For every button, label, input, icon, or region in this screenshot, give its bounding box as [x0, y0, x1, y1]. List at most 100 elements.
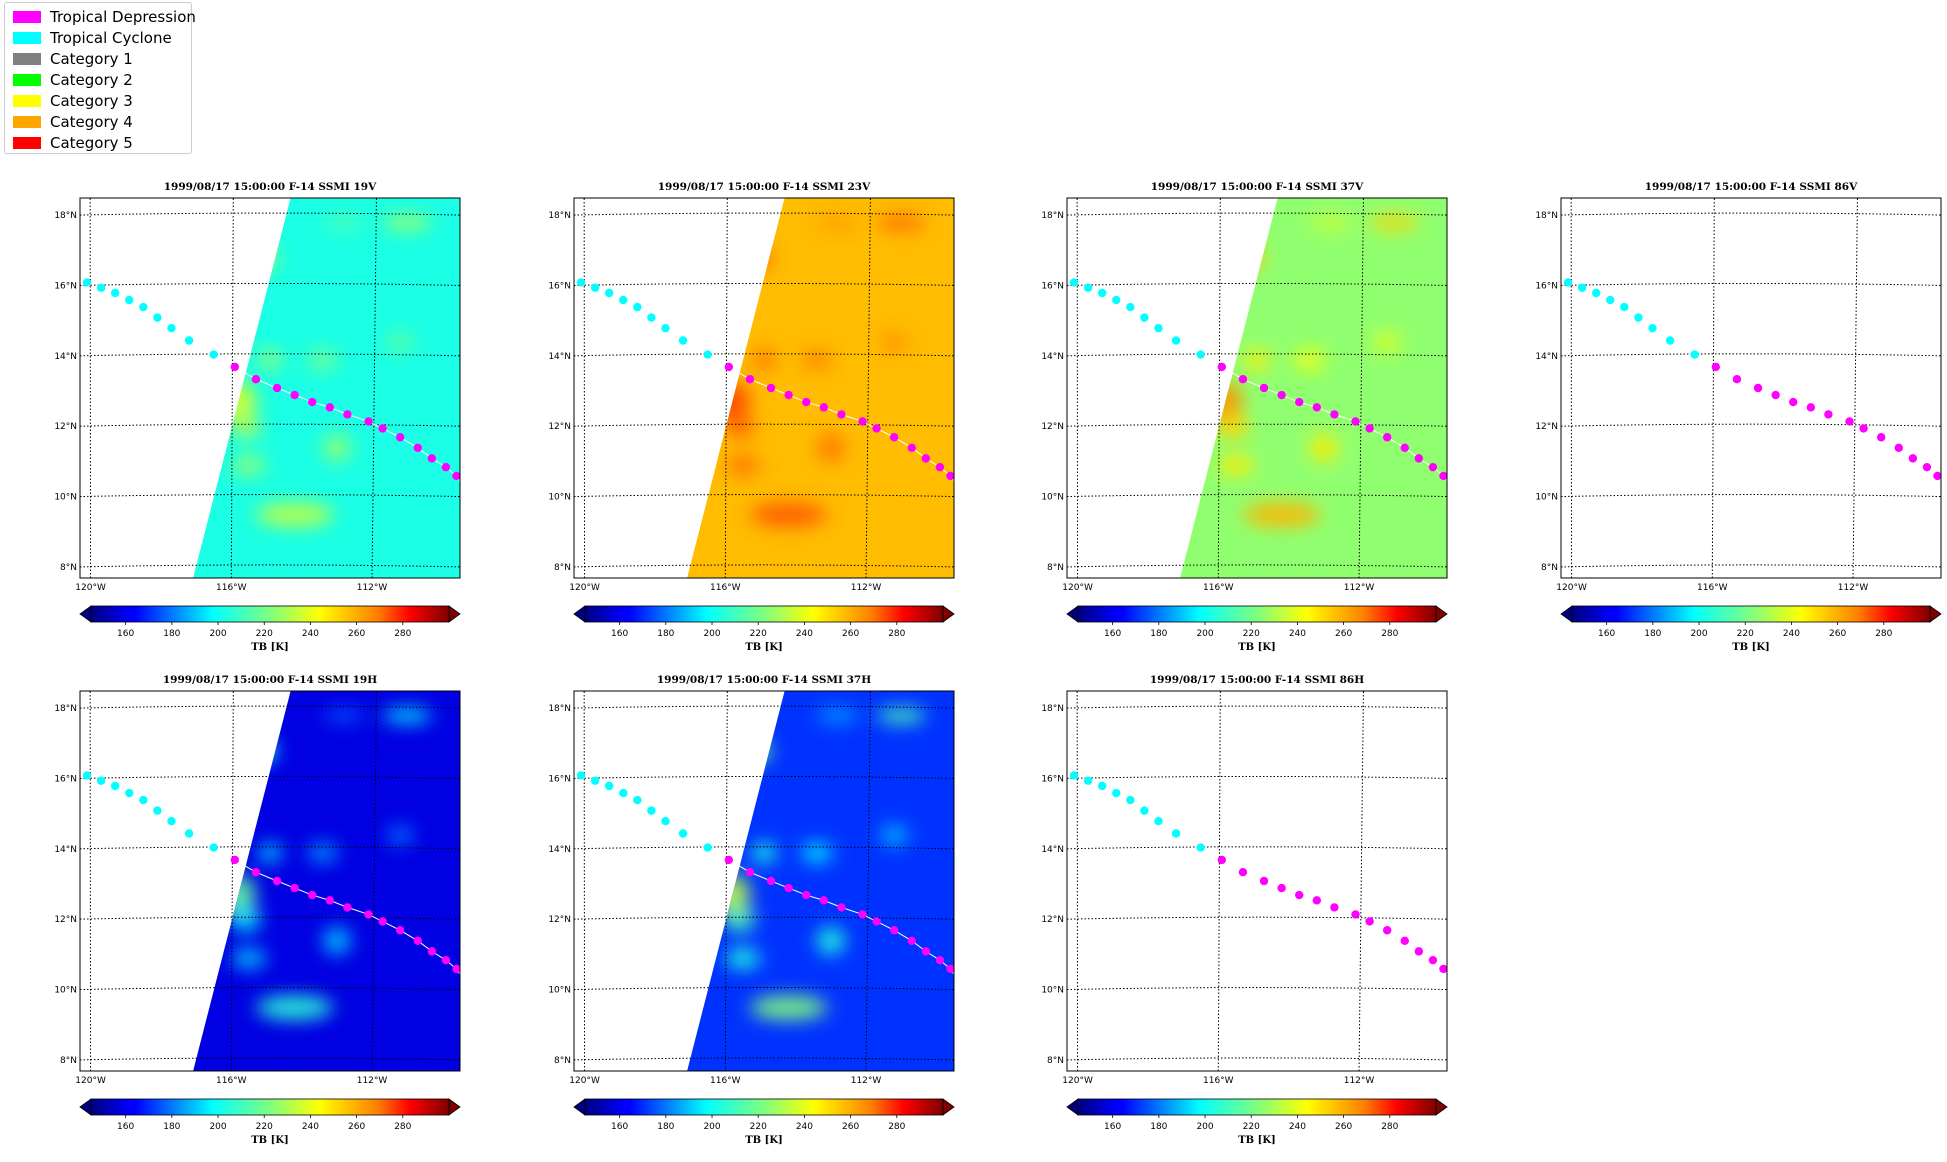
track-point: [251, 868, 261, 877]
track-point: [1140, 313, 1149, 322]
track-point: [184, 829, 194, 838]
latitude-line: [1067, 987, 1447, 991]
latitude-tick-label: 14°N: [54, 352, 77, 362]
graticule: [1067, 198, 1447, 578]
track-point: [1330, 903, 1339, 912]
latitude-line: [1067, 1057, 1447, 1061]
track-point: [661, 816, 670, 826]
colorbar-label: TB [K]: [251, 1135, 289, 1146]
track-point: [395, 433, 405, 442]
colorbar-tick-label: 200: [703, 1122, 720, 1132]
colorbar-tick-label: 180: [163, 1122, 180, 1132]
track-point: [1382, 433, 1392, 442]
track-point: [872, 917, 881, 926]
latitude-tick-label: 14°N: [1535, 352, 1558, 362]
colorbar-tick-label: 260: [1335, 629, 1352, 639]
legend-label: Category 2: [50, 71, 133, 90]
colorbar-tick-label: 240: [302, 1122, 319, 1132]
tb-feature: [876, 707, 926, 724]
colorbar-max-extend: [448, 605, 461, 623]
colorbar-label: TB [K]: [1732, 642, 1770, 653]
track-point: [647, 806, 656, 815]
tb-feature: [723, 414, 756, 440]
storm-track: [576, 278, 954, 482]
colorbar-tick-label: 200: [1196, 1122, 1213, 1132]
track-point: [1732, 375, 1742, 384]
latitude-line: [574, 282, 954, 286]
legend-swatch: [13, 95, 41, 107]
track-point: [837, 903, 846, 912]
legend-item: Tropical Depression: [13, 7, 196, 28]
colorbar-gradient: [584, 1098, 944, 1116]
latitude-tick-label: 10°N: [54, 986, 77, 996]
track-point: [364, 910, 373, 919]
latitude-line: [574, 353, 954, 357]
tb-feature: [1309, 433, 1338, 462]
colorbar-tick-label: 280: [1381, 1122, 1398, 1132]
track-point: [1351, 910, 1360, 919]
map-frame: [573, 690, 955, 1072]
latitude-tick-label: 14°N: [1041, 352, 1064, 362]
track-point: [935, 462, 945, 472]
latitude-line: [80, 916, 460, 920]
track-point: [290, 390, 299, 400]
track-point: [427, 947, 437, 956]
track-point: [1140, 806, 1149, 815]
track-point: [1711, 362, 1721, 372]
longitude-tick-label: 120°W: [569, 1076, 600, 1086]
map-frame: [79, 197, 461, 579]
colorbar-max-extend: [448, 1098, 461, 1116]
track-point: [1428, 462, 1438, 472]
panel-title: 1999/08/17 15:00:00 F-14 SSMI 37V: [1151, 181, 1364, 193]
latitude-line: [1067, 212, 1447, 216]
track-point: [802, 397, 811, 407]
latitude-tick-label: 16°N: [1041, 281, 1064, 291]
latitude-tick-label: 12°N: [54, 915, 77, 925]
colorbar-tick-label: 200: [703, 629, 720, 639]
track-point: [784, 883, 793, 893]
longitude-tick-label: 112°W: [357, 1076, 388, 1086]
latitude-line: [80, 775, 460, 779]
colorbar: 160 180 200 220 240 260 280 TB [K]: [79, 1098, 461, 1146]
track-point: [1563, 278, 1573, 287]
colorbar-max-extend: [942, 1098, 955, 1116]
latitude-tick-label: 14°N: [548, 845, 571, 855]
legend-item: Category 1: [13, 49, 183, 70]
legend-item: Category 3: [13, 91, 183, 112]
colorbar-gradient: [584, 605, 944, 623]
track-point: [1365, 917, 1374, 926]
latitude-tick-label: 18°N: [54, 704, 77, 714]
colorbar-min-extend: [1066, 1098, 1079, 1116]
latitude-line: [574, 494, 954, 498]
track-point: [96, 776, 106, 785]
latitude-line: [1561, 212, 1941, 216]
panel-title: 1999/08/17 15:00:00 F-14 SSMI 19V: [164, 181, 377, 193]
latitude-line: [1067, 353, 1447, 357]
map-panel-23v: 1999/08/17 15:00:00 F-14 SSMI 23V 8°N 10°N…: [548, 181, 955, 653]
tb-feature: [751, 349, 777, 371]
colorbar-label: TB [K]: [745, 642, 783, 653]
track-point: [1196, 350, 1205, 359]
track-point: [1428, 955, 1438, 965]
longitude-tick-label: 120°W: [75, 583, 106, 593]
track-point: [1083, 776, 1093, 785]
track-point: [1771, 390, 1780, 400]
longitude-line: [1217, 198, 1221, 578]
tb-feature: [816, 433, 845, 462]
longitude-line: [724, 198, 728, 578]
track-point: [1330, 410, 1339, 419]
tb-feature: [322, 215, 365, 230]
track-point: [96, 283, 106, 292]
track-point: [1295, 397, 1304, 407]
tb-feature: [1309, 215, 1352, 230]
longitude-tick-label: 112°W: [1838, 583, 1869, 593]
latitude-line: [1067, 494, 1447, 498]
colorbar-tick-label: 160: [117, 1122, 134, 1132]
track-point: [1171, 336, 1181, 345]
latitude-line: [1561, 564, 1941, 568]
tb-feature: [749, 995, 828, 1020]
colorbar-min-extend: [79, 605, 92, 623]
legend-label: Category 3: [50, 92, 133, 110]
colorbar-tick-label: 220: [256, 629, 273, 639]
longitude-line: [230, 198, 234, 578]
